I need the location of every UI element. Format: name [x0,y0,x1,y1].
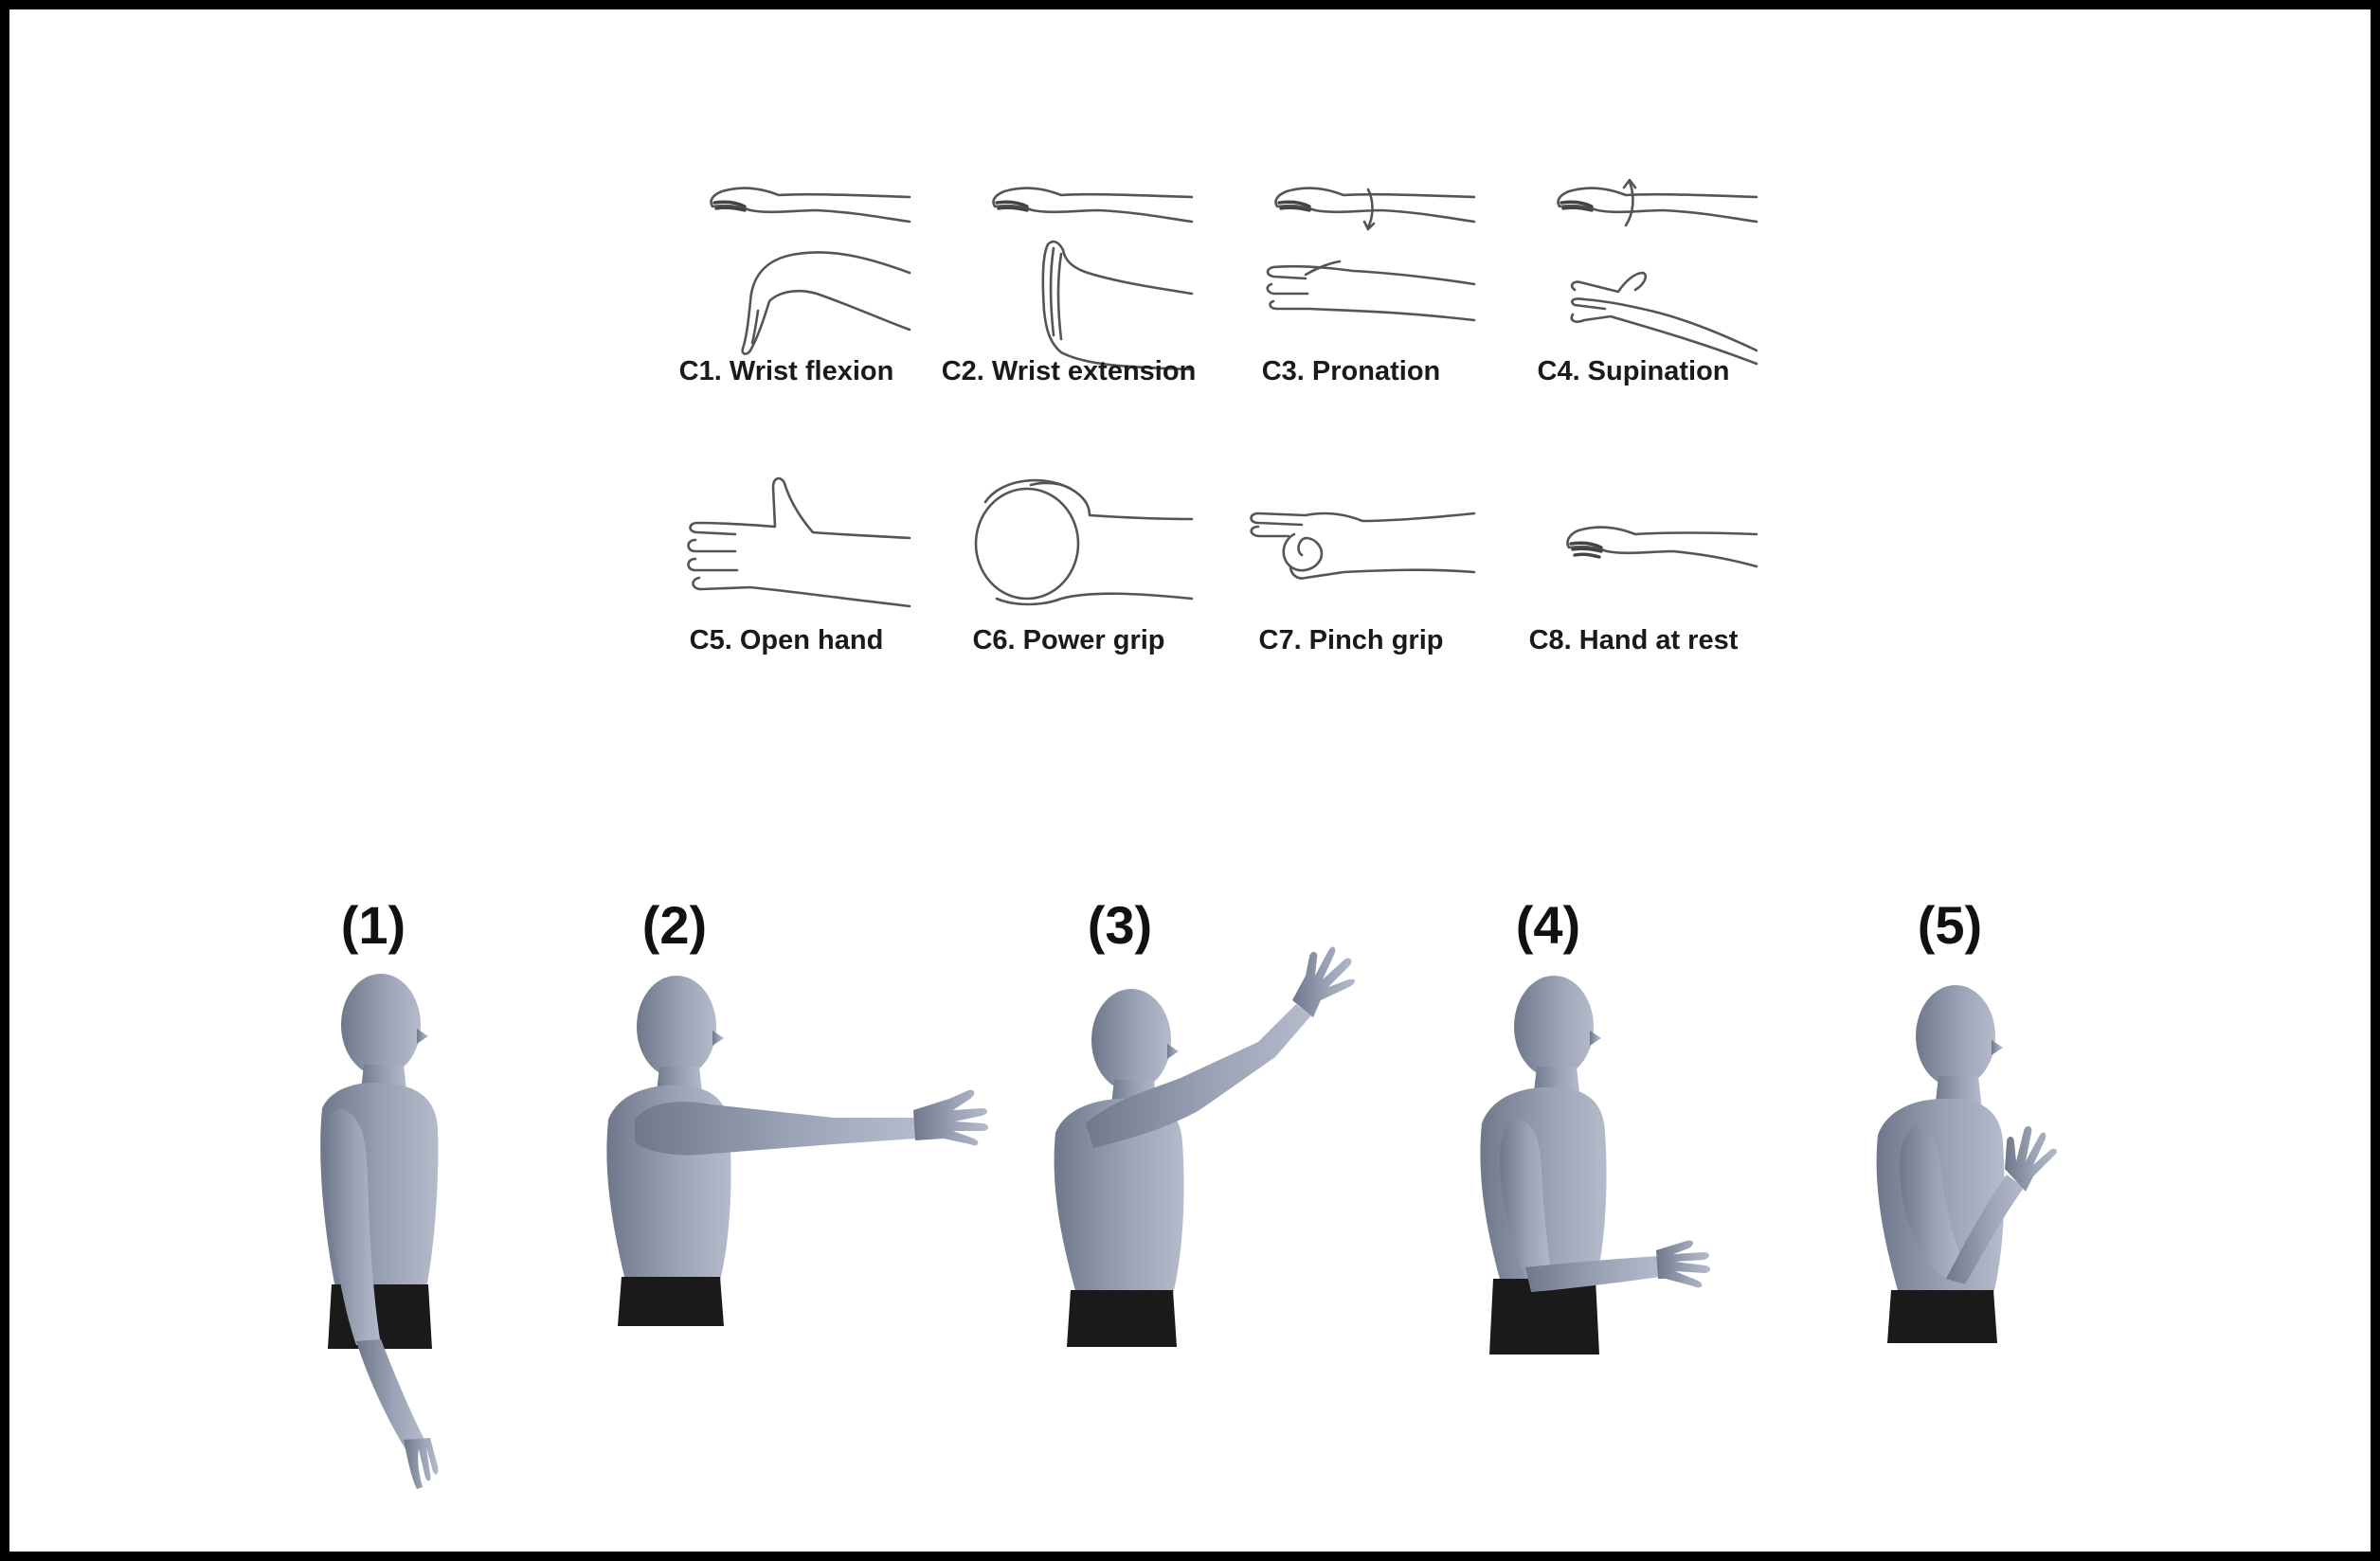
gesture-c6: C6. Power grip [929,440,1209,695]
pose-label-3: (3) [1087,895,1153,955]
pose-4-elbow-flexed-forward-figure [1480,976,1711,1355]
pose-5-elbow-flexed-up-figure [1876,985,2057,1343]
pose-label-2: (2) [641,895,708,955]
gesture-label: C2. Wrist extension [941,356,1197,386]
hand-at-rest-icon [1566,526,1758,568]
gesture-label: C4. Supination [1537,356,1730,386]
gesture-c5: C5. Open hand [646,440,927,695]
gesture-c1: C1. Wrist flexion [646,169,927,424]
wrist-extension-icon [992,187,1194,371]
gesture-c7: C7. Pinch grip [1211,440,1491,695]
gesture-c4: C4. Supination [1493,169,1774,424]
pronation-icon [1266,187,1476,322]
pose-label-5: (5) [1917,895,1983,955]
pose-label-1: (1) [340,895,406,955]
wrist-flexion-icon [710,187,911,355]
pose-2-arm-forward-figure [606,976,989,1326]
gesture-label: C3. Pronation [1261,356,1441,386]
gesture-c2: C2. Wrist extension [929,169,1209,424]
gesture-label: C7. Pinch grip [1258,625,1444,655]
gesture-label: C1. Wrist flexion [678,356,894,386]
gesture-label: C5. Open hand [689,625,884,655]
pose-1-arm-down-figure [320,974,439,1489]
pose-label-4: (4) [1515,895,1581,955]
gesture-c3: C3. Pronation [1211,169,1491,424]
gesture-label: C8. Hand at rest [1528,625,1739,655]
pinch-grip-icon [1250,511,1476,580]
pose-3-arm-raised-figure [1054,946,1355,1347]
open-hand-icon [687,476,911,608]
hand-gesture-panel: C1. Wrist flexion C2. Wrist extension [646,169,1766,695]
gesture-label: C6. Power grip [972,625,1165,655]
supination-icon [1557,178,1758,366]
gesture-c8: C8. Hand at rest [1493,440,1774,695]
power-grip-icon [974,478,1194,606]
